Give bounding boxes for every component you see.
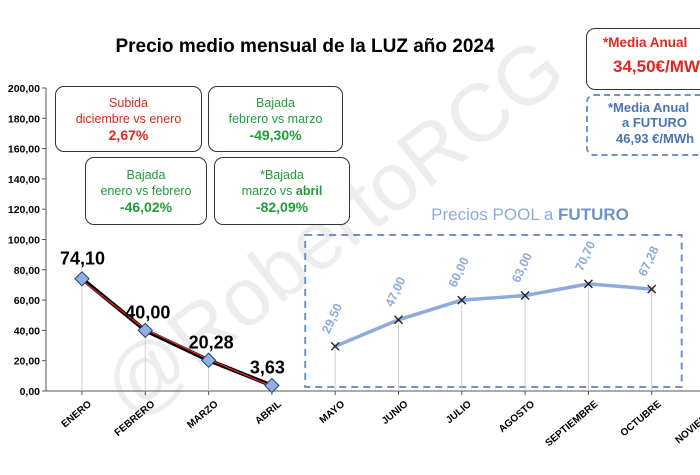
media-futuro-title: *Media Anual — [608, 100, 690, 115]
data-label-septiembre: 70,70 — [572, 239, 598, 273]
media-anual-value: 34,50€/MWh — [613, 57, 700, 76]
x-tick-label-agosto: AGOSTO — [497, 399, 537, 435]
x-tick-label-octubre: OCTUBRE — [619, 399, 664, 439]
x-tick-label-abril: ABRIL — [253, 399, 283, 427]
y-tick-label: 160,00 — [8, 144, 40, 156]
y-tick-label: 40,00 — [14, 325, 40, 337]
note-bajada-ene-feb: Bajada enero vs febrero -46,02% — [85, 157, 207, 225]
marker-agosto — [520, 291, 530, 301]
data-label-octubre: 67,28 — [636, 244, 662, 278]
note-bajada-ene-feb-value: -46,02% — [119, 199, 173, 215]
marker-enero — [74, 270, 90, 287]
x-tick-label-mayo: MAYO — [318, 399, 348, 426]
media-futuro-subtitle: a FUTURO — [622, 115, 687, 130]
note-bajada-feb-mar-title: Bajada — [256, 96, 295, 110]
note-bajada-mar-abr-period-a: marzo vs — [241, 184, 296, 198]
media-anual-box: *Media Anual 34,50€/MWh — [586, 28, 700, 90]
y-tick-label: 100,00 — [8, 235, 40, 247]
series-future-line — [333, 282, 654, 349]
note-bajada-feb-mar: Bajada febrero vs marzo -49,30% — [208, 86, 343, 152]
data-label-junio: 47,00 — [383, 275, 409, 309]
media-futuro-value: 46,93 €/MWh — [616, 131, 695, 146]
y-tick-label: 20,00 — [14, 356, 40, 368]
data-label-enero: 74,10 — [60, 249, 105, 269]
marker-septiembre — [583, 279, 593, 289]
note-bajada-ene-feb-title: Bajada — [126, 168, 166, 182]
data-label-mayo: 29,50 — [319, 301, 345, 335]
data-label-marzo: 20,28 — [189, 332, 234, 352]
y-tick-label: 80,00 — [14, 265, 40, 277]
data-label-febrero: 40,00 — [125, 302, 170, 322]
data-label-julio: 60,00 — [446, 255, 472, 289]
media-anual-title: *Media Anual — [603, 35, 688, 50]
note-bajada-ene-feb-period: enero vs febrero — [100, 184, 192, 198]
y-tick-label: 140,00 — [8, 174, 40, 186]
y-tick-label: 60,00 — [14, 295, 40, 307]
note-bajada-mar-abr: *Bajada marzo vs abril -82,09% — [214, 157, 350, 225]
x-tick-label-noviembre: NOVIEMBRE — [673, 399, 700, 447]
chart-title: Precio medio mensual de la LUZ año 2024 — [115, 36, 495, 57]
y-tick-label: 0,00 — [20, 386, 41, 398]
note-subida: Subida diciembre vs enero 2,67% — [55, 86, 202, 152]
marker-marzo — [200, 352, 217, 369]
y-tick-label: 180,00 — [8, 113, 40, 125]
x-tick-label-junio: JUNIO — [380, 399, 411, 427]
data-label-agosto: 63,00 — [509, 251, 535, 285]
future-series-label: Precios POOL a FUTURO — [431, 205, 629, 224]
note-bajada-feb-mar-value: -49,30% — [249, 127, 302, 143]
x-tick-label-septiembre: SEPTIEMBRE — [543, 399, 600, 449]
note-subida-title: Subida — [109, 96, 148, 110]
marker-octubre — [647, 284, 657, 294]
note-subida-period: diciembre vs enero — [75, 112, 182, 126]
note-subida-value: 2,67% — [108, 127, 149, 143]
note-bajada-mar-abr-title: *Bajada — [260, 168, 304, 182]
x-tick-label-enero: ENERO — [60, 399, 94, 430]
watermark: @RobertoRCG — [86, 21, 581, 436]
y-tick-label: 200,00 — [8, 83, 40, 95]
x-tick-label-marzo: MARZO — [185, 399, 220, 431]
series-trend-line — [81, 279, 273, 388]
note-bajada-feb-mar-period: febrero vs marzo — [228, 112, 323, 126]
media-futuro-box: *Media Anual a FUTURO 46,93 €/MWh — [586, 94, 700, 156]
marker-julio — [457, 295, 467, 305]
x-tick-label-julio: JULIO — [444, 399, 474, 426]
marker-abril — [264, 377, 280, 394]
data-label-abril: 3,63 — [250, 358, 285, 378]
marker-mayo — [330, 341, 340, 351]
marker-febrero — [137, 322, 154, 339]
note-bajada-mar-abr-value: -82,09% — [255, 199, 309, 215]
y-tick-label: 120,00 — [8, 204, 40, 216]
note-bajada-mar-abr-period-b: abril — [295, 184, 323, 198]
marker-junio — [394, 315, 403, 325]
note-bajada-mar-abr-period: marzo vs abril — [215, 183, 349, 199]
